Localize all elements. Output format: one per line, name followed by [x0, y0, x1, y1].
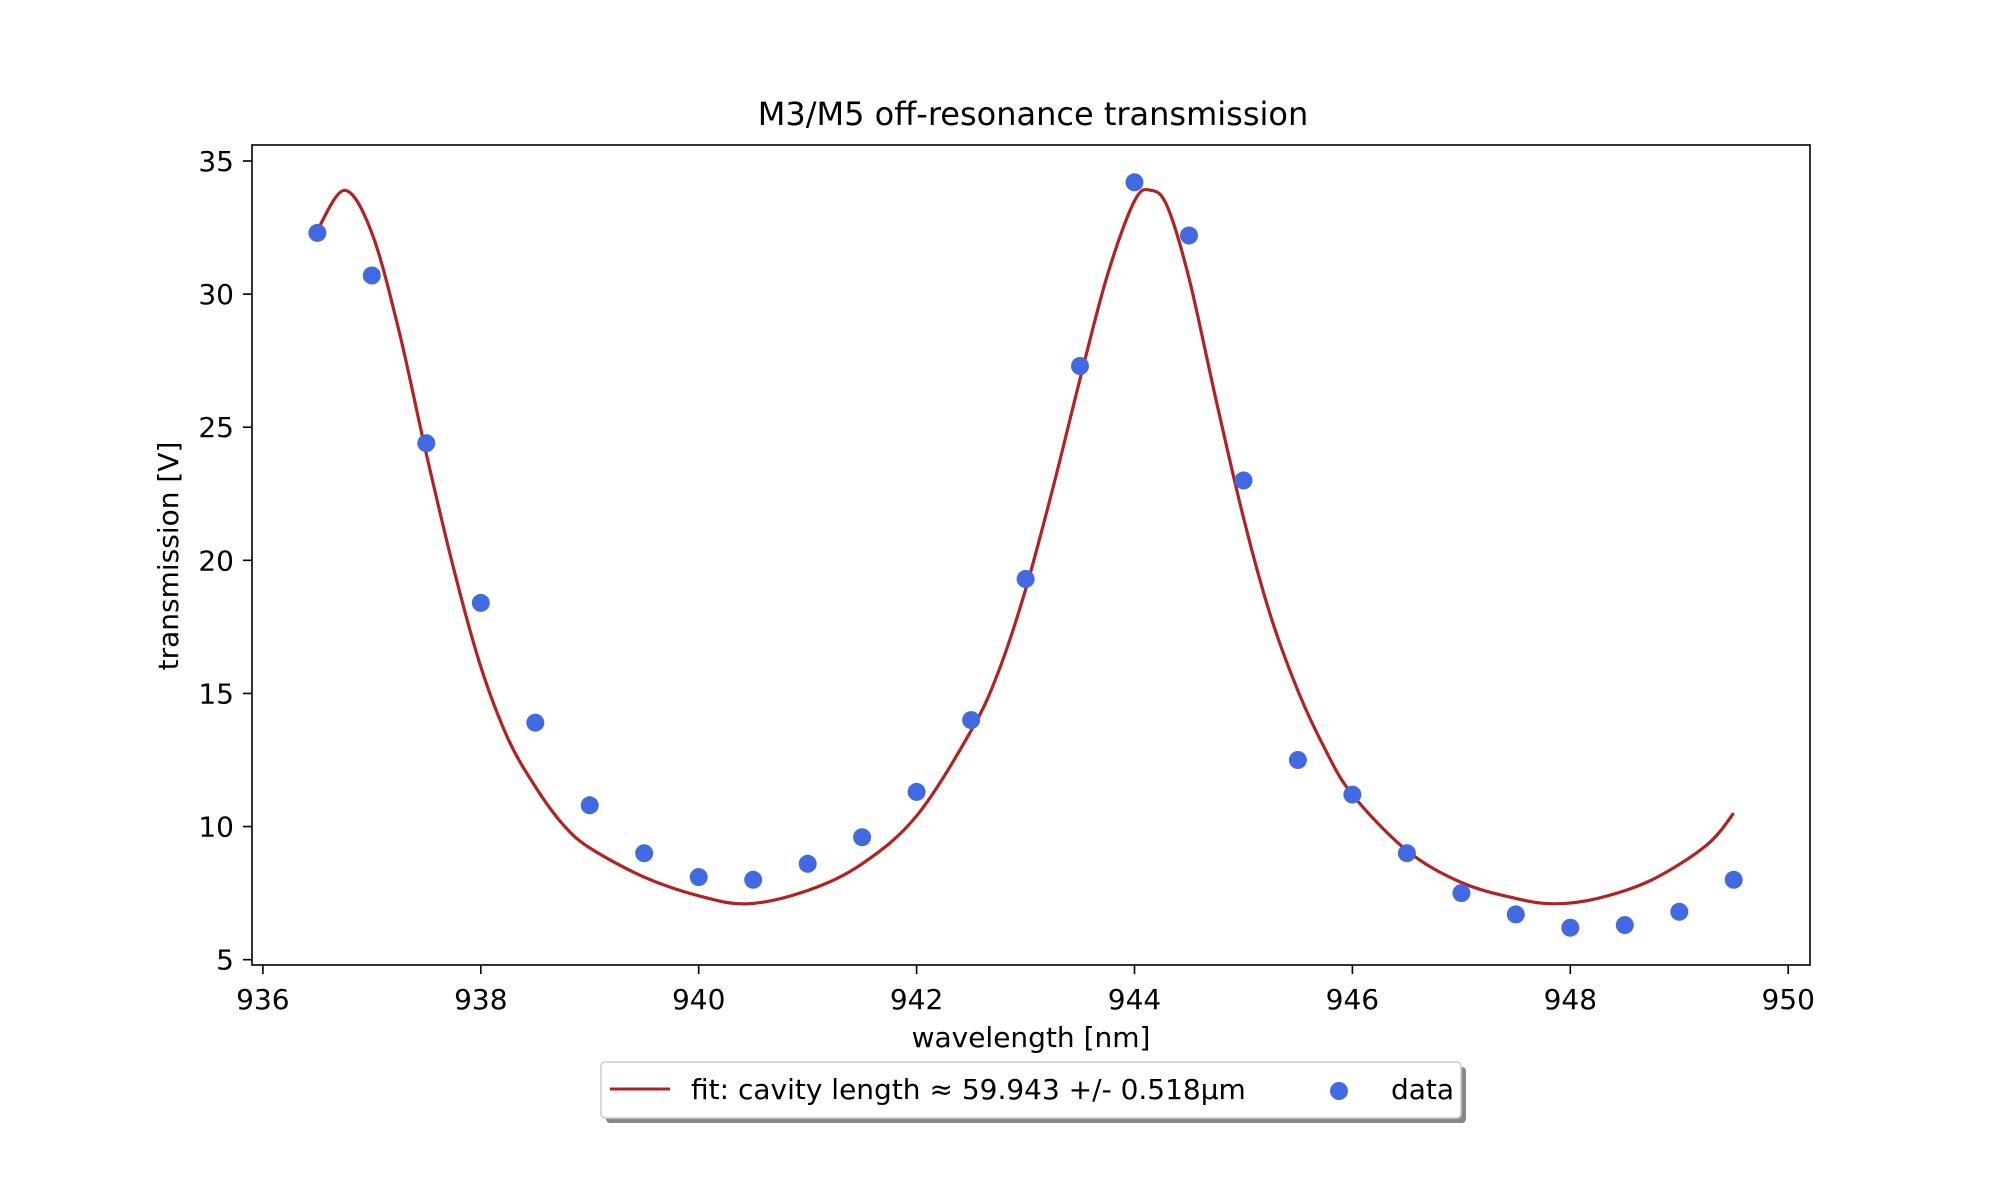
- data-point: [907, 782, 926, 801]
- x-tick-label: 938: [454, 983, 507, 1016]
- y-tick-label: 15: [198, 677, 234, 710]
- y-tick-label: 35: [198, 145, 234, 178]
- y-tick-label: 20: [198, 544, 234, 577]
- legend-data-marker: [1330, 1082, 1348, 1100]
- x-tick-label: 948: [1544, 983, 1597, 1016]
- legend-fit-label: fit: cavity length ≈ 59.943 +/- 0.518μm: [691, 1073, 1246, 1106]
- x-tick-label: 946: [1326, 983, 1379, 1016]
- y-axis-ticks: 5 10 15 20 25 30 35: [198, 145, 252, 977]
- data-point: [471, 593, 490, 612]
- data-point: [1615, 916, 1634, 935]
- data-point: [1506, 905, 1525, 924]
- data-point: [1343, 785, 1362, 804]
- data-point: [1125, 173, 1144, 192]
- chart-title: M3/M5 off-resonance transmission: [758, 95, 1309, 133]
- y-tick-label: 10: [198, 811, 234, 844]
- legend-box: [600, 1061, 1462, 1119]
- data-point: [1071, 357, 1089, 375]
- data-point: [798, 854, 817, 873]
- data-point: [1670, 902, 1689, 921]
- fit-curve: [316, 187, 1735, 906]
- data-point: [1288, 751, 1307, 769]
- axes-frame: [251, 144, 1811, 966]
- data-point: [580, 796, 599, 815]
- data-point: [1397, 844, 1416, 863]
- data-point: [308, 223, 327, 242]
- data-point: [744, 870, 763, 889]
- x-tick-label: 940: [672, 983, 725, 1016]
- data-point: [1452, 884, 1471, 903]
- x-tick-label: 944: [1108, 983, 1161, 1016]
- data-point: [689, 868, 708, 887]
- data-point: [1016, 570, 1035, 588]
- y-tick-label: 30: [198, 278, 234, 311]
- x-axis-label: wavelength [nm]: [912, 1021, 1151, 1054]
- x-tick-label: 942: [890, 983, 943, 1016]
- data-point: [1180, 226, 1198, 245]
- y-tick-label: 25: [198, 411, 234, 444]
- x-tick-label: 950: [1761, 983, 1814, 1016]
- x-tick-label: 936: [236, 983, 289, 1016]
- legend-data-label: data: [1391, 1073, 1454, 1106]
- y-axis-label: transmission [V]: [152, 442, 185, 671]
- data-point: [1561, 918, 1580, 937]
- y-tick-label: 5: [216, 944, 234, 977]
- data-point: [526, 713, 545, 732]
- data-point: [635, 844, 654, 863]
- data-point: [1234, 471, 1253, 490]
- x-axis-ticks: 936 938 940 942 944 946 948 950: [236, 965, 1815, 1016]
- data-point: [1724, 870, 1743, 889]
- legend: fit: cavity length ≈ 59.943 +/- 0.518μm …: [600, 1061, 1466, 1123]
- plot-area: [308, 173, 1743, 937]
- data-point: [417, 434, 436, 453]
- data-point: [362, 266, 381, 285]
- data-point: [962, 711, 981, 730]
- data-point: [853, 828, 872, 847]
